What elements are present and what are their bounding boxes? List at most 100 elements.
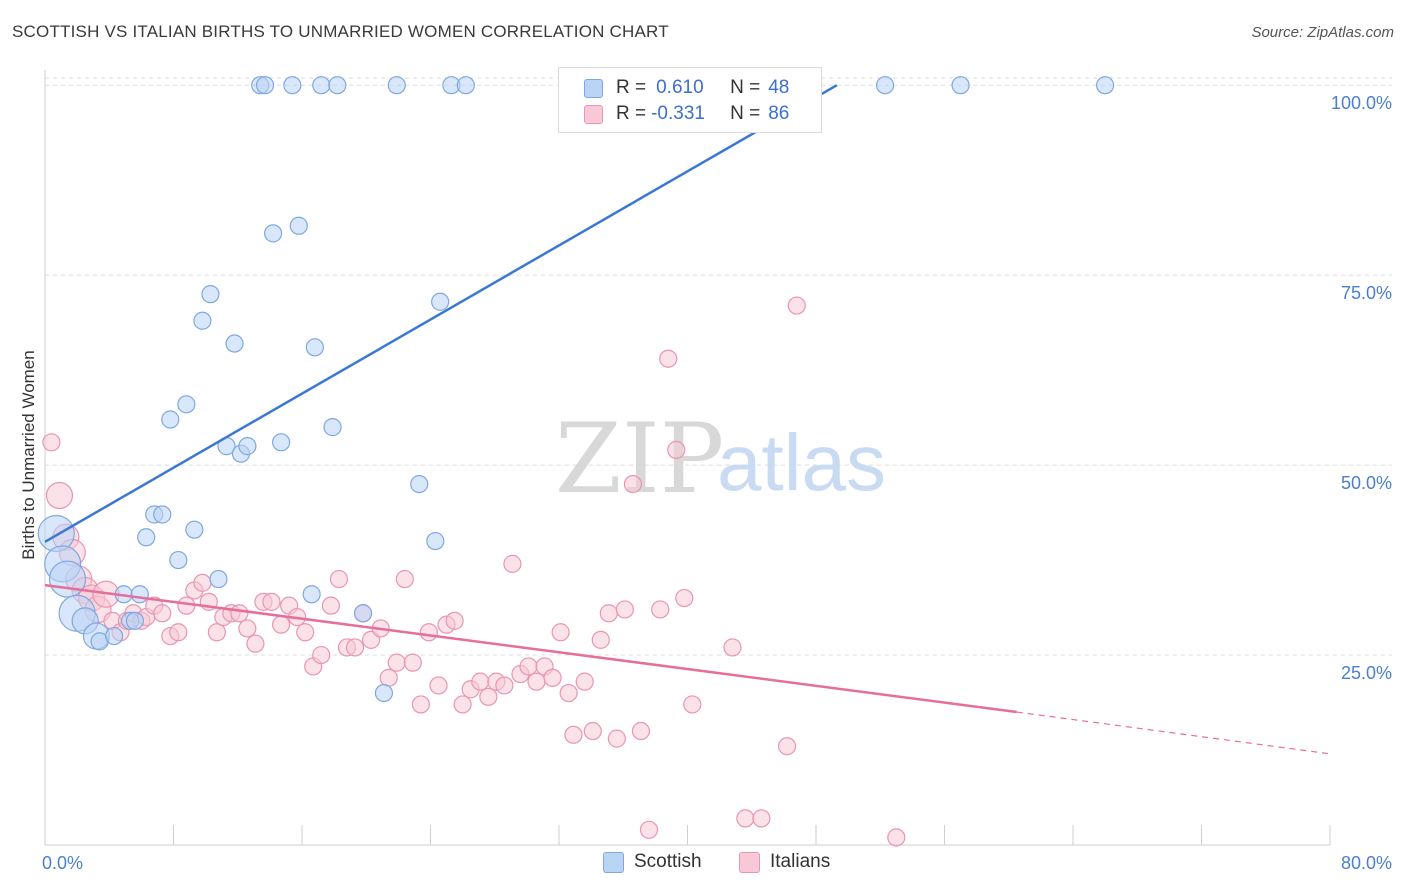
scottish-legend-swatch	[603, 851, 624, 873]
series-legend: Scottish Italians	[0, 851, 1406, 879]
italians-point-58	[495, 676, 514, 695]
italians-point-31	[272, 615, 291, 634]
italians-point-50	[429, 676, 448, 695]
scottish-point-7	[104, 626, 124, 646]
scottish-points	[37, 76, 1115, 703]
scottish-point-47	[1096, 76, 1115, 95]
scottish-point-17	[177, 395, 196, 414]
y-tick-label-3: 100.0%	[1331, 93, 1392, 113]
scottish-point-38	[374, 683, 394, 703]
italians-point-78	[659, 349, 678, 368]
scottish-point-39	[387, 76, 406, 95]
italians-legend-label: Italians	[770, 851, 831, 872]
x-tick-label-max: 80.0%	[1341, 853, 1392, 873]
scottish-point-32	[302, 585, 321, 604]
italians-legend-swatch	[739, 851, 760, 873]
italians-point-68	[575, 672, 594, 691]
italians-point-21	[193, 573, 212, 592]
italians-point-77	[651, 600, 670, 619]
scottish-point-45	[875, 76, 895, 95]
italians-point-56	[479, 687, 498, 706]
italians-point-65	[551, 623, 570, 642]
italians-point-67	[564, 725, 583, 744]
italians-r-label: R =	[616, 103, 647, 124]
italians-point-53	[453, 695, 472, 714]
italians-point-82	[723, 638, 742, 657]
italians-point-69	[583, 721, 602, 741]
scottish-point-41	[426, 531, 445, 551]
scottish-point-27	[255, 76, 275, 95]
italians-point-38	[329, 569, 349, 589]
italians-point-47	[403, 653, 422, 672]
scottish-point-46	[951, 76, 970, 95]
scottish-point-12	[137, 528, 156, 547]
italians-n-value: 86	[768, 103, 790, 124]
legend-row-scottish: R = 0.610 N = 48	[584, 77, 789, 99]
italians-point-28	[246, 634, 265, 653]
scottish-point-44	[456, 76, 475, 95]
legend-row-italians: R = -0.331 N = 86	[584, 103, 789, 125]
scottish-point-28	[263, 224, 283, 243]
scottish-n-label: N =	[730, 77, 761, 98]
watermark-atlas: atlas	[717, 418, 886, 507]
y-tick-label-2: 75.0%	[1341, 283, 1392, 303]
italians-point-71	[599, 604, 618, 623]
stats-legend: R = 0.610 N = 48 R = -0.331 N = 86	[558, 67, 822, 133]
italians-point-62	[527, 672, 546, 691]
scottish-point-20	[201, 285, 220, 304]
italians-trend-line	[44, 583, 1017, 714]
italians-point-72	[607, 729, 626, 748]
scottish-point-31	[289, 216, 308, 235]
italians-point-48	[411, 695, 430, 714]
italians-point-34	[296, 623, 315, 642]
italians-point-1	[45, 481, 74, 510]
scottish-point-25	[238, 437, 257, 456]
italians-point-18	[169, 623, 188, 642]
scottish-point-35	[323, 418, 342, 437]
grid-lines	[45, 77, 1392, 656]
italians-point-23	[207, 623, 226, 642]
italians-point-64	[543, 668, 562, 687]
scottish-point-10	[125, 611, 145, 630]
tick-labels: 25.0% 50.0% 75.0% 100.0% 0.0% 80.0%	[42, 93, 1392, 873]
legend-item-italians: Italians	[739, 851, 830, 873]
scottish-point-2	[48, 560, 87, 598]
chart-title: SCOTTISH VS ITALIAN BIRTHS TO UNMARRIED …	[12, 22, 669, 41]
watermark-zip: ZIP	[555, 403, 724, 515]
italians-point-40	[345, 638, 365, 657]
italians-point-79	[667, 440, 686, 460]
italians-point-49	[419, 623, 438, 642]
scottish-point-33	[305, 338, 324, 357]
italians-point-81	[683, 695, 702, 714]
italians-point-55	[471, 672, 490, 691]
italians-point-16	[153, 604, 172, 623]
italians-point-73	[615, 600, 634, 619]
italians-point-46	[395, 569, 414, 589]
italians-point-30	[262, 592, 281, 611]
scottish-point-16	[169, 550, 188, 570]
scottish-legend-label: Scottish	[634, 851, 702, 872]
italians-point-61	[519, 657, 538, 676]
y-axis-label: Births to Unmarried Women	[19, 350, 38, 559]
italians-point-19	[177, 596, 196, 615]
scottish-point-15	[161, 410, 180, 429]
scottish-point-18	[185, 520, 204, 539]
italians-point-59	[503, 554, 522, 573]
italians-point-84	[752, 809, 771, 828]
italians-point-26	[230, 604, 249, 623]
scottish-point-29	[272, 433, 291, 452]
italians-point-52	[445, 611, 464, 630]
scottish-trend-line	[44, 84, 838, 543]
scottish-point-37	[353, 604, 373, 623]
scottish-point-21	[209, 569, 228, 589]
italians-swatch	[584, 104, 603, 124]
italians-r-value: -0.331	[651, 103, 705, 124]
x-tick-label-min: 0.0%	[42, 853, 83, 873]
italians-point-70	[591, 630, 610, 649]
scottish-point-40	[410, 474, 429, 494]
y-tick-label-1: 50.0%	[1341, 473, 1392, 493]
italians-point-83	[736, 809, 755, 828]
scottish-point-14	[153, 505, 172, 524]
italians-point-80	[675, 588, 694, 608]
